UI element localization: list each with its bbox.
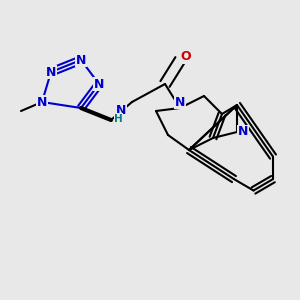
Text: N: N xyxy=(238,125,248,139)
Text: N: N xyxy=(175,95,185,109)
Text: N: N xyxy=(76,53,86,67)
Text: O: O xyxy=(181,50,191,64)
Text: H: H xyxy=(114,113,123,124)
Text: N: N xyxy=(37,95,47,109)
Text: N: N xyxy=(46,65,56,79)
Text: N: N xyxy=(94,77,104,91)
Text: N: N xyxy=(116,104,127,118)
